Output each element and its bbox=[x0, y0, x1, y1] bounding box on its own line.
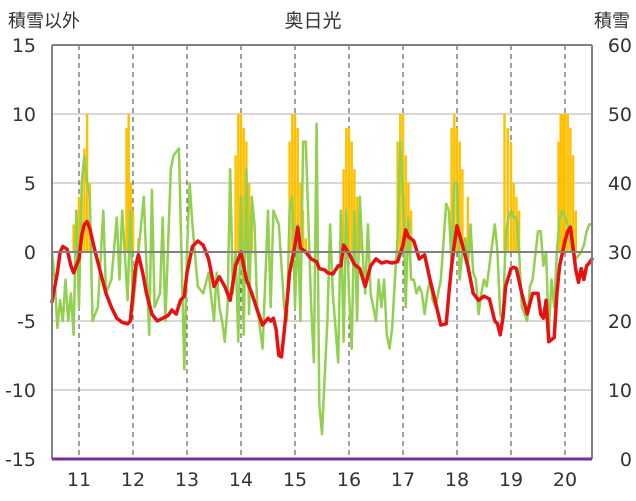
y-left-tick-label: -5 bbox=[17, 311, 36, 333]
series-lines bbox=[50, 122, 594, 436]
snow-bar bbox=[72, 224, 75, 252]
snow-bar bbox=[291, 114, 294, 252]
left-axis-label: 積雪以外 bbox=[8, 11, 80, 32]
y-left-tick-label: 5 bbox=[24, 173, 36, 195]
snow-bar bbox=[404, 155, 407, 252]
snow-bar bbox=[409, 210, 413, 252]
snow-bar bbox=[342, 169, 345, 252]
chart-title: 奥日光 bbox=[284, 10, 341, 32]
snow-bar bbox=[239, 114, 243, 252]
temperature-line bbox=[50, 219, 594, 359]
snow-bar bbox=[77, 196, 81, 252]
x-tick-label: 12 bbox=[121, 469, 145, 491]
x-tick-label: 11 bbox=[67, 469, 91, 491]
snow-bar bbox=[127, 114, 130, 252]
snow-bar bbox=[242, 127, 245, 252]
snow-bar bbox=[355, 196, 359, 252]
snow-bar bbox=[574, 210, 578, 252]
y-left-tick-label: -10 bbox=[5, 380, 36, 402]
snow-bar bbox=[450, 127, 453, 252]
x-tick-label: 19 bbox=[499, 469, 523, 491]
x-tick-label: 20 bbox=[553, 469, 577, 491]
snow-bar bbox=[569, 127, 572, 252]
snow-bar bbox=[304, 238, 308, 252]
y-right-tick-label: 50 bbox=[608, 104, 632, 126]
snow-bar bbox=[247, 183, 251, 252]
y-right-tick-label: 40 bbox=[608, 173, 632, 195]
snow-bar bbox=[563, 114, 567, 252]
snow-bar bbox=[234, 155, 237, 252]
y-right-tick-label: 0 bbox=[620, 449, 632, 471]
snow-bar bbox=[288, 141, 291, 252]
snow-bar bbox=[571, 155, 575, 252]
y-right-tick-label: 60 bbox=[608, 35, 632, 57]
snow-bar bbox=[509, 141, 513, 252]
y-right-tick-label: 20 bbox=[608, 311, 632, 333]
x-tick-label: 16 bbox=[337, 469, 361, 491]
y-left-tick-label: 0 bbox=[24, 242, 36, 264]
snow-bar bbox=[350, 141, 353, 252]
y-right-tick-label: 10 bbox=[608, 380, 632, 402]
snow-bar bbox=[461, 169, 464, 252]
snow-bar bbox=[517, 210, 521, 252]
snow-bar bbox=[299, 183, 302, 252]
axes bbox=[51, 44, 593, 461]
snow-bar bbox=[559, 114, 562, 252]
y-left-tick-label: -15 bbox=[5, 449, 36, 471]
x-tick-label: 14 bbox=[229, 469, 253, 491]
snow-bar bbox=[296, 127, 299, 252]
right-axis-label: 積雪 bbox=[594, 11, 630, 32]
snow-bar bbox=[83, 148, 86, 252]
y-right-tick-label: 30 bbox=[608, 242, 632, 264]
snow-bar bbox=[561, 114, 565, 252]
x-tick-label: 18 bbox=[445, 469, 469, 491]
snow-bar bbox=[566, 114, 569, 252]
snow-bar bbox=[125, 127, 128, 252]
snow-bar bbox=[503, 114, 506, 252]
snow-bar bbox=[506, 127, 509, 252]
snow-bar bbox=[237, 114, 240, 252]
snow-bar bbox=[131, 210, 135, 252]
snow-bar bbox=[466, 196, 470, 252]
snow-bar bbox=[345, 127, 348, 252]
y-left-tick-label: 10 bbox=[12, 104, 36, 126]
snow-bar bbox=[293, 114, 297, 252]
y-left-tick-label: 15 bbox=[12, 35, 36, 57]
snow-bar bbox=[557, 141, 560, 252]
snow-bar bbox=[301, 210, 305, 252]
x-tick-label: 17 bbox=[391, 469, 415, 491]
snow-bar bbox=[458, 141, 461, 252]
snow-bar bbox=[347, 127, 351, 252]
x-tick-label: 15 bbox=[283, 469, 307, 491]
x-tick-label: 13 bbox=[175, 469, 199, 491]
